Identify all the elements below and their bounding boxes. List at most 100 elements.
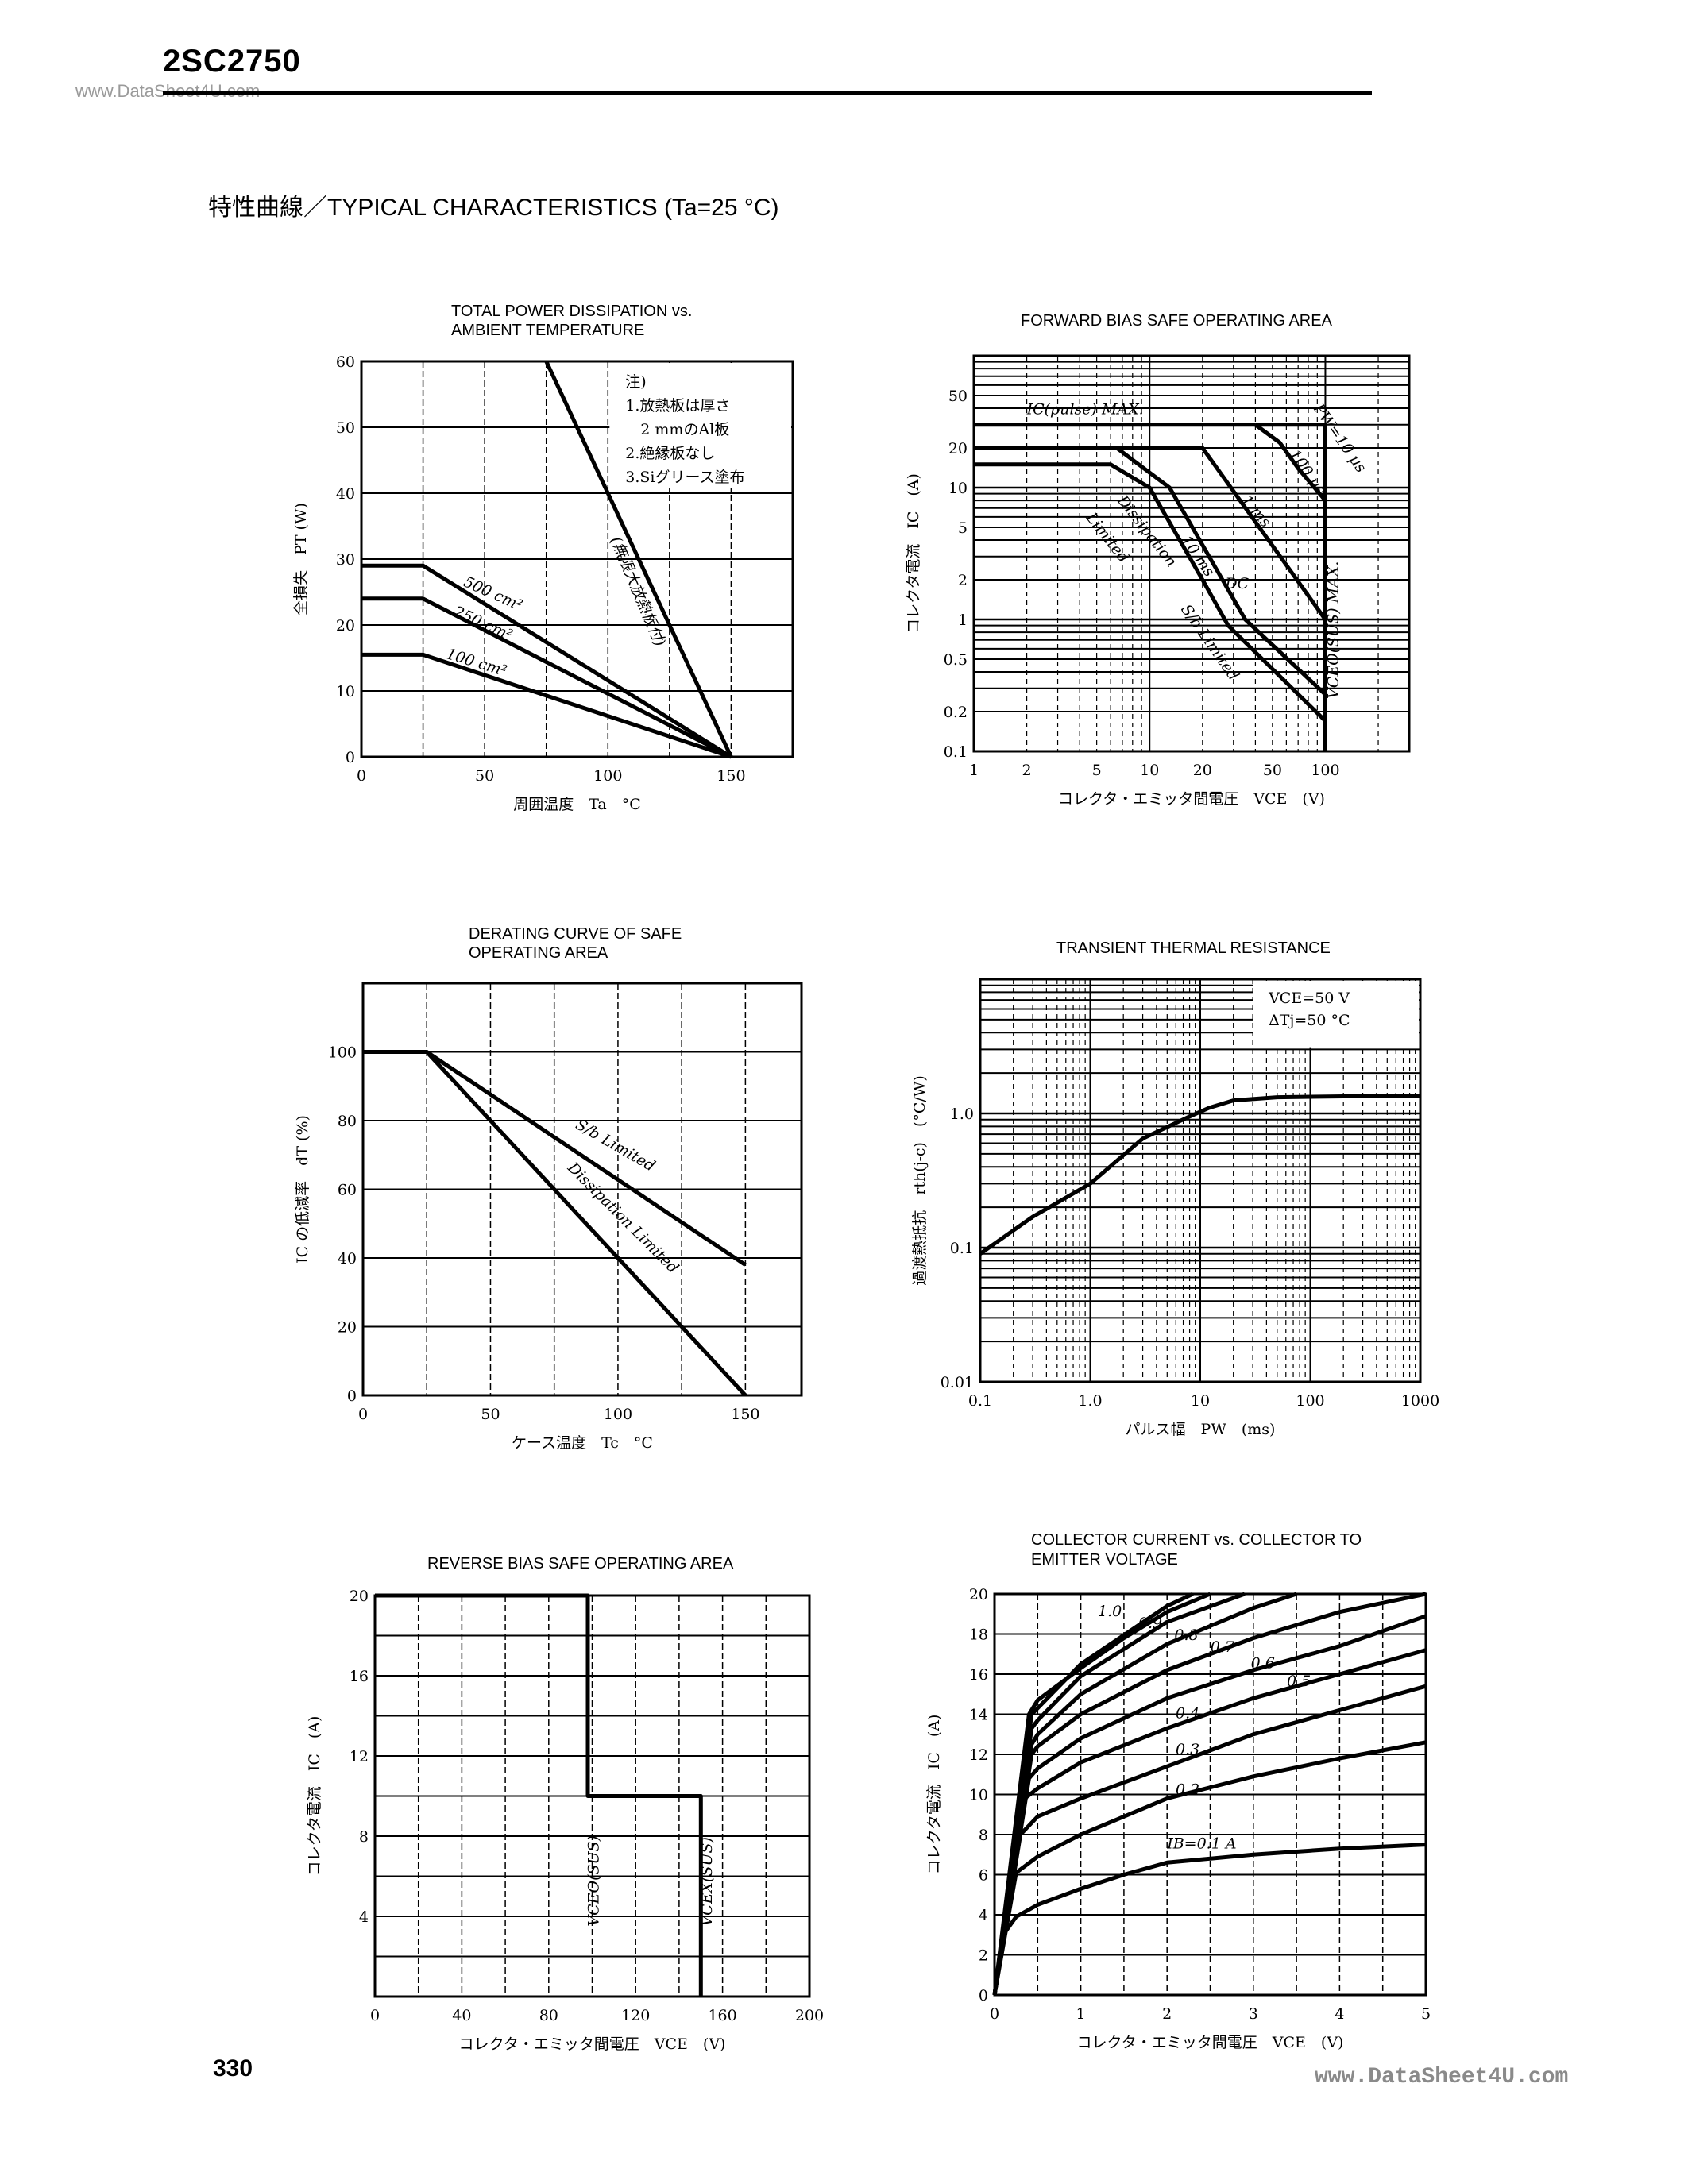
condition-line: VCE=50 V — [1268, 990, 1350, 1007]
x-tick-label: 0 — [358, 1406, 368, 1423]
x-tick-label: 0 — [357, 767, 366, 785]
x-tick-label: 2 — [1022, 762, 1032, 779]
x-axis-label: コレクタ・エミッタ間電圧 VCE (V) — [459, 2035, 726, 2053]
y-tick-label: 100 — [328, 1044, 357, 1062]
chart-title: FORWARD BIAS SAFE OPERATING AREA — [1021, 312, 1333, 330]
series-line-1 — [979, 1094, 1421, 1256]
series-label: IC(pulse) MAX. — [1026, 401, 1144, 419]
conditions-box — [1253, 981, 1419, 1048]
notes-box — [609, 363, 791, 488]
x-tick-label: 1 — [969, 762, 979, 779]
series-label: 0.7 — [1211, 1638, 1235, 1656]
y-tick-label: 10 — [969, 1787, 988, 1804]
y-axis-label: コレクタ電流 IC (A) — [306, 1716, 323, 1877]
series-label: IB=0.1 A — [1166, 1835, 1236, 1853]
y-tick-label: 20 — [948, 440, 968, 457]
chart-title: DERATING CURVE OF SAFE — [469, 925, 682, 943]
chart-title: EMITTER VOLTAGE — [1031, 1551, 1178, 1569]
series-line-2 — [361, 563, 732, 759]
y-tick-label: 0.1 — [950, 1240, 974, 1257]
series-label: 0.2 — [1176, 1781, 1199, 1799]
y-tick-label: 16 — [969, 1666, 988, 1684]
y-tick-label: 0.5 — [944, 651, 968, 669]
x-tick-label: 5 — [1421, 2005, 1431, 2023]
series-line-5 — [992, 1614, 1427, 1996]
series-line-2 — [363, 1050, 747, 1397]
x-axis-label: パルス幅 PW (ms) — [1126, 1421, 1276, 1438]
note-line: 注) — [625, 373, 646, 391]
x-tick-label: 1.0 — [1078, 1392, 1102, 1410]
y-tick-label: 50 — [948, 388, 968, 405]
section-title: 特性曲線／TYPICAL CHARACTERISTICS (Ta=25 °C) — [208, 195, 779, 221]
y-tick-label: 1.0 — [950, 1106, 974, 1123]
series-label: (無限大放熱板付) — [607, 534, 669, 649]
x-tick-label: 200 — [795, 2007, 824, 2024]
y-tick-label: 40 — [336, 485, 355, 503]
x-tick-label: 2 — [1162, 2005, 1172, 2023]
y-tick-label: 40 — [338, 1250, 357, 1268]
x-tick-label: 100 — [593, 767, 622, 785]
y-tick-label: 5 — [958, 519, 968, 537]
series-label: 0.3 — [1176, 1741, 1199, 1758]
x-tick-label: 50 — [475, 767, 494, 785]
x-tick-label: 4 — [1335, 2005, 1344, 2023]
x-axis-label: コレクタ・エミッタ間電圧 VCE (V) — [1058, 790, 1325, 808]
y-tick-label: 0 — [979, 1987, 988, 2005]
series-line-3 — [1253, 423, 1327, 502]
plot-frame — [979, 978, 1422, 1383]
y-axis-label: コレクタ電流 IC (A) — [905, 473, 922, 634]
x-tick-label: 160 — [708, 2007, 736, 2024]
series-label: PW=10 µs — [1309, 399, 1369, 476]
y-tick-label: 8 — [359, 1828, 369, 1846]
condition-line: ΔTj=50 °C — [1269, 1012, 1350, 1029]
y-axis-label: IC の低減率 dT (%) — [294, 1115, 311, 1264]
x-axis-label: 周囲温度 Ta °C — [513, 796, 641, 813]
x-axis-label: コレクタ・エミッタ間電圧 VCE (V) — [1077, 2034, 1344, 2051]
plot-frame — [972, 354, 1411, 753]
y-tick-label: 10 — [948, 480, 968, 497]
x-tick-label: 5 — [1092, 762, 1102, 779]
y-tick-label: 1 — [958, 612, 968, 629]
y-tick-label: 10 — [336, 683, 355, 700]
y-tick-label: 20 — [969, 1586, 988, 1603]
x-tick-label: 100 — [1311, 762, 1339, 779]
x-tick-label: 3 — [1249, 2005, 1258, 2023]
x-tick-label: 50 — [481, 1406, 500, 1423]
chart-1: TOTAL POWER DISSIPATION vs. AMBIENT TEMPE… — [292, 303, 794, 813]
series-line-7 — [992, 1592, 1297, 1996]
note-line: 2 mmのAl板 — [625, 421, 729, 438]
series-line-1 — [992, 1843, 1427, 1996]
series-line-5 — [974, 446, 1327, 696]
chart-2: FORWARD BIAS SAFE OPERATING AREA 1 2 5 10 20 5… — [905, 312, 1411, 808]
y-axis-label: 過渡熱抵抗 rth(j-c) (°C/W) — [911, 1075, 929, 1286]
series-label: 1.0 — [1098, 1603, 1122, 1620]
x-tick-label: 100 — [604, 1406, 632, 1423]
page-number: 330 — [213, 2055, 253, 2082]
chart-title: REVERSE BIAS SAFE OPERATING AREA — [427, 1555, 734, 1572]
y-tick-label: 80 — [338, 1113, 357, 1130]
y-tick-label: 14 — [969, 1707, 988, 1724]
x-tick-label: 1 — [1076, 2005, 1086, 2023]
series-line-6 — [974, 462, 1327, 723]
series-label: VCEX(SUS) — [698, 1837, 716, 1927]
chart-title: TRANSIENT THERMAL RESISTANCE — [1056, 940, 1331, 957]
chart-title: OPERATING AREA — [469, 944, 608, 962]
plot-frame — [373, 1594, 811, 1998]
series-line-6 — [992, 1592, 1427, 1996]
y-tick-label: 30 — [336, 551, 355, 569]
y-tick-label: 60 — [338, 1182, 357, 1199]
series-label: 100 µs — [1285, 446, 1329, 499]
y-tick-label: 20 — [350, 1588, 369, 1605]
chart-title: TOTAL POWER DISSIPATION vs. — [451, 303, 692, 320]
y-tick-label: 0 — [346, 749, 355, 766]
y-tick-label: 6 — [979, 1867, 988, 1885]
x-tick-label: 0.1 — [968, 1392, 992, 1410]
y-tick-label: 2 — [958, 572, 968, 589]
plot-frame — [361, 982, 803, 1397]
y-tick-label: 0.1 — [944, 743, 968, 761]
series-label: 0.4 — [1176, 1705, 1199, 1723]
y-tick-label: 8 — [979, 1827, 988, 1844]
x-tick-label: 10 — [1140, 762, 1159, 779]
x-tick-label: 10 — [1191, 1392, 1210, 1410]
